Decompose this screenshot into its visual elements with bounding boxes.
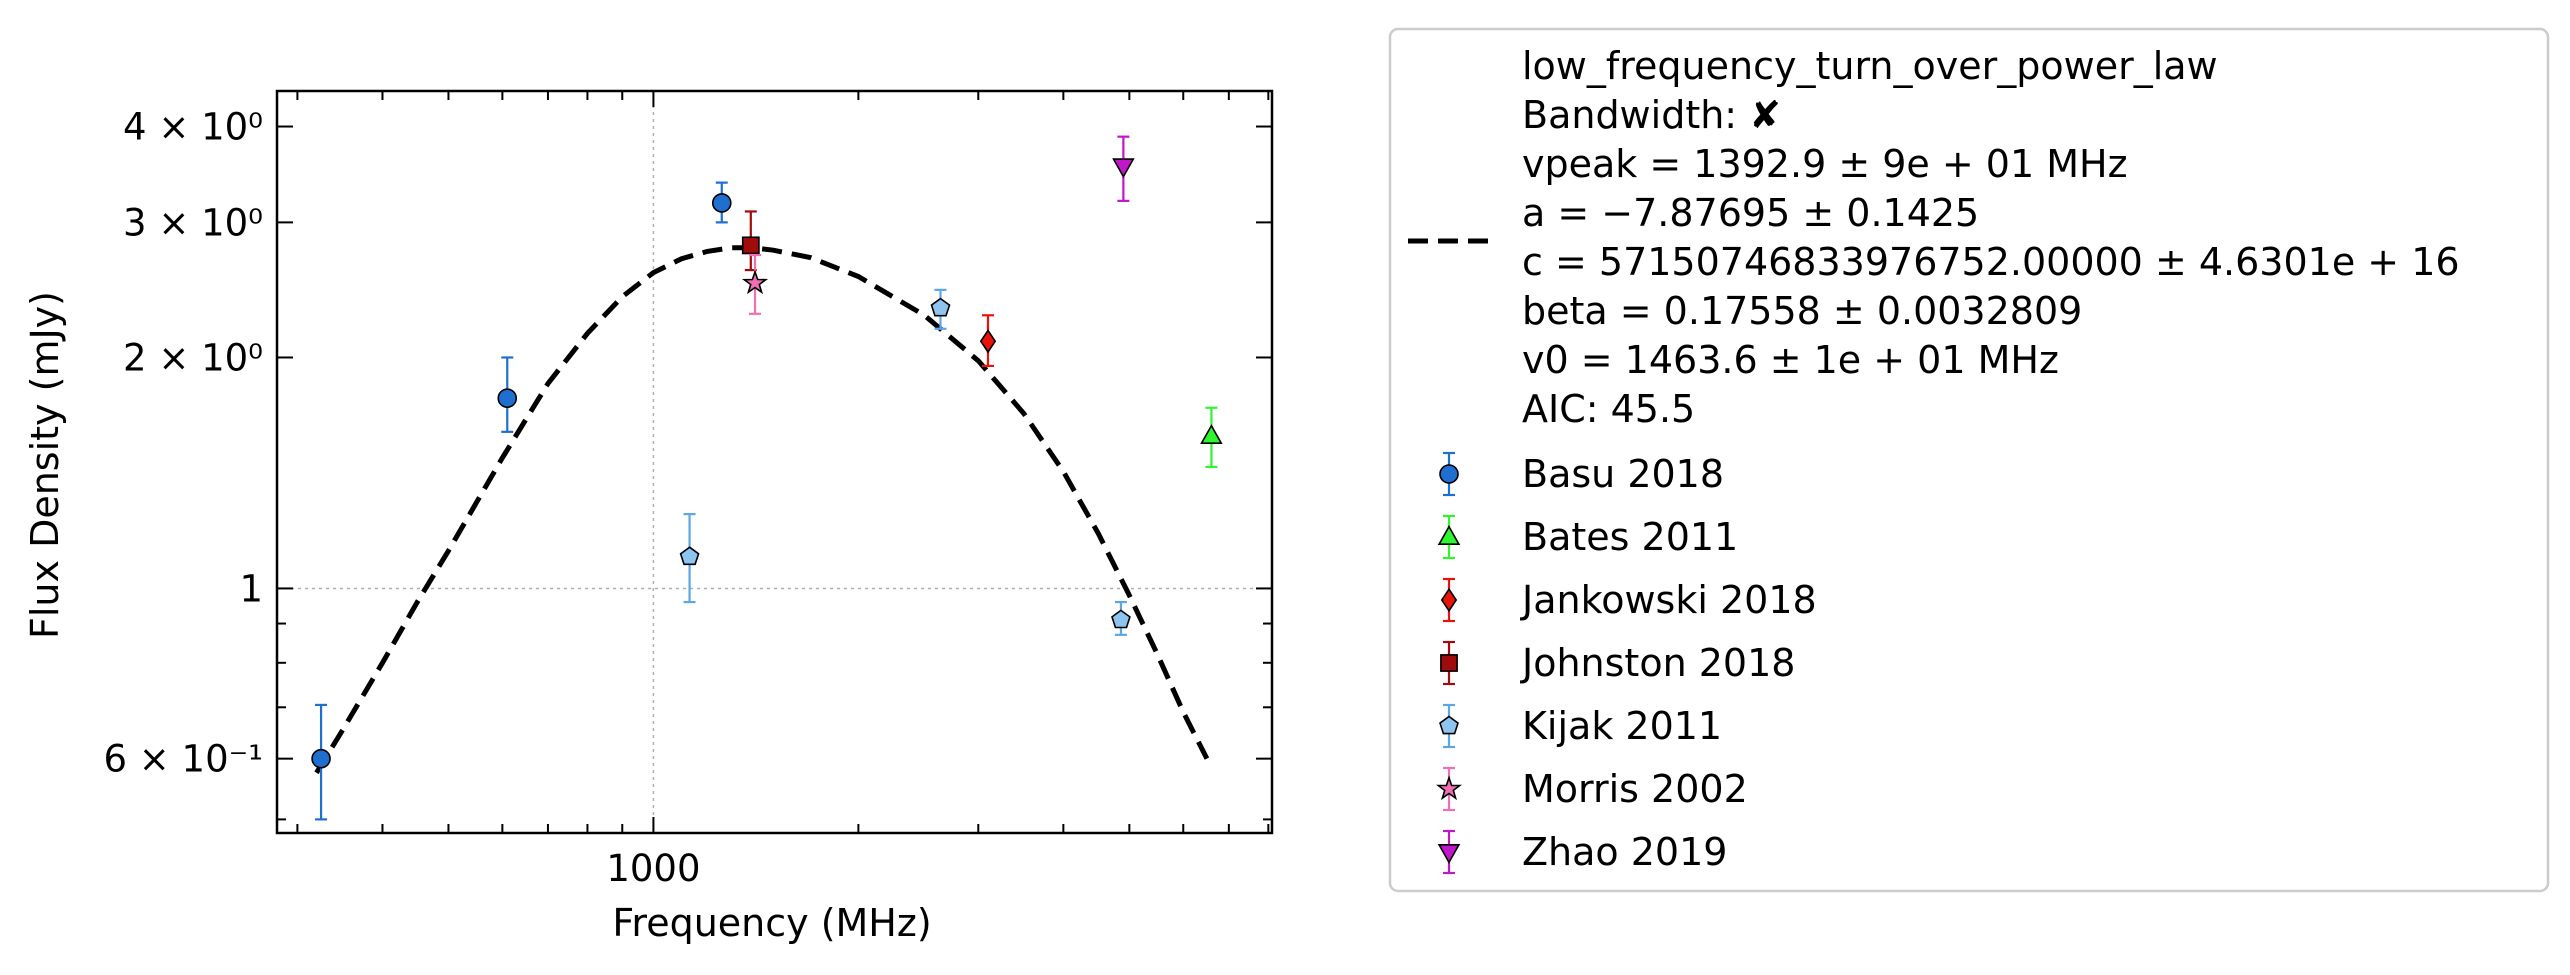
y-tick-label: 1 [239,567,263,610]
zhao-2019-point [1112,158,1135,179]
plot-frame [275,89,1274,835]
fit-curve-group [314,245,1210,775]
y-tick-label: 3 × 10⁰ [123,201,263,244]
basu-2018-point [497,388,518,408]
legend-basu-2018-label: Basu 2018 [1522,452,1724,496]
axis-ticks [277,91,1272,833]
basu-2018-point [311,748,331,769]
legend-fit-line: v0 = 1463.6 ± 1e + 01 MHz [1522,338,2059,382]
legend-zhao-2019-label: Zhao 2019 [1522,830,1727,874]
fit-curve [314,245,1210,775]
legend-fit-line: AIC: 45.5 [1522,387,1695,431]
legend-jankowski-2018-label: Jankowski 2018 [1520,578,1817,622]
legend-kijak-2011-marker [1439,715,1459,735]
x-axis-label: Frequency (MHz) [612,901,931,945]
legend: low_frequency_turn_over_power_law Bandwid… [1388,27,2550,893]
legend-jankowski-2018-marker [1440,587,1458,613]
data-points [311,135,1223,821]
legend-series-entries: Basu 2018 Bates 2011 Jankowski 2018 Johnsto… [1435,451,1817,875]
y-axis-label: Flux Density (mJy) [23,291,67,639]
grid [277,91,1272,833]
jankowski-2018-point [979,328,997,354]
tick-labels: 1000 6 × 10⁻¹ 1 2 × 10⁰ 3 × 10⁰ 4 × 10⁰ [103,106,700,890]
y-tick-label: 4 × 10⁰ [123,106,263,149]
legend-bates-2011-marker [1437,524,1461,546]
legend-johnston-2018-label: Johnston 2018 [1520,641,1795,685]
legend-basu-2018-marker [1439,464,1459,484]
legend-morris-2002-marker [1435,775,1463,801]
legend-johnston-2018-marker [1440,654,1458,672]
legend-fit-line: a = −7.87695 ± 0.1425 [1522,191,1979,235]
legend-kijak-2011-label: Kijak 2011 [1522,704,1722,748]
y-tick-label: 2 × 10⁰ [123,336,263,379]
legend-fit-line: low_frequency_turn_over_power_law [1522,44,2218,88]
johnston-2018-point [741,236,760,255]
basu-2018-point [711,193,732,213]
legend-morris-2002-label: Morris 2002 [1522,767,1748,811]
legend-fit-line: beta = 0.17558 ± 0.0032809 [1522,289,2082,333]
legend-fit-text: low_frequency_turn_over_power_law Bandwid… [1522,44,2460,431]
legend-zhao-2019-marker [1437,843,1461,865]
y-tick-label: 6 × 10⁻¹ [103,738,263,781]
x-tick-label: 1000 [606,847,700,890]
kijak-2011-point [1111,609,1131,629]
legend-fit-line: Bandwidth: ✘ [1522,93,1781,137]
legend-bates-2011-label: Bates 2011 [1522,515,1738,559]
morris-2002-point [741,269,769,295]
legend-fit-line: vpeak = 1392.9 ± 9e + 01 MHz [1522,142,2128,186]
legend-frame [1388,27,2550,893]
legend-fit-line: c = 57150746833976752.00000 ± 4.6301e + … [1522,240,2460,284]
kijak-2011-point [930,297,951,317]
bates-2011-point [1200,424,1223,445]
kijak-2011-point [679,546,700,566]
